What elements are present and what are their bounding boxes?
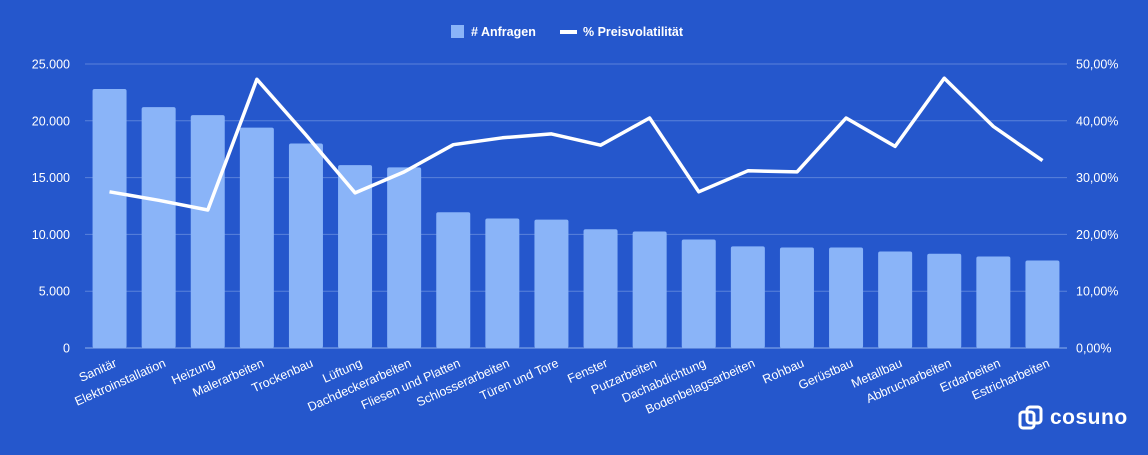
cosuno-logo-icon <box>1018 405 1043 430</box>
legend-label-bar: # Anfragen <box>471 25 536 39</box>
bar <box>141 107 176 348</box>
bar <box>485 218 520 348</box>
bar <box>1025 260 1060 348</box>
y-right-tick-label: 0,00% <box>1076 342 1111 356</box>
y-left-tick-label: 5.000 <box>39 285 70 299</box>
y-left-tick-label: 25.000 <box>32 58 70 72</box>
line-series <box>109 76 1044 212</box>
bar <box>583 229 618 348</box>
y-right-tick-label: 40,00% <box>1076 114 1118 128</box>
y-left-tick-label: 20.000 <box>32 114 70 128</box>
y-axis-left: 0 5.000 10.000 15.000 20.000 25.000 <box>32 58 70 356</box>
gridlines <box>85 63 1067 349</box>
bar <box>632 231 667 348</box>
y-right-tick-label: 30,00% <box>1076 171 1118 185</box>
bar <box>239 127 274 348</box>
bar <box>829 247 864 348</box>
bar <box>190 115 225 349</box>
bar <box>927 253 962 348</box>
bar <box>92 88 127 348</box>
bar <box>779 247 814 348</box>
y-left-tick-label: 15.000 <box>32 171 70 185</box>
legend-swatch-line <box>560 30 577 34</box>
legend: # Anfragen % Preisvolatilität <box>451 25 684 39</box>
legend-label-line: % Preisvolatilität <box>583 25 684 39</box>
bar <box>288 143 323 348</box>
brand-name: cosuno <box>1050 406 1128 429</box>
y-right-tick-label: 10,00% <box>1076 285 1118 299</box>
x-tick-label: Gerüstbau <box>796 356 855 393</box>
bar <box>878 251 913 348</box>
y-left-tick-label: 10.000 <box>32 228 70 242</box>
y-left-tick-label: 0 <box>63 342 70 356</box>
y-right-tick-label: 20,00% <box>1076 228 1118 242</box>
bar <box>681 239 716 348</box>
bar <box>534 219 569 348</box>
legend-swatch-bar <box>451 25 464 38</box>
bar <box>436 212 471 348</box>
bar <box>730 246 765 348</box>
bar <box>338 165 373 348</box>
bar <box>387 167 422 348</box>
y-axis-right: 0,00% 10,00% 20,00% 30,00% 40,00% 50,00% <box>1076 58 1118 356</box>
y-right-tick-label: 50,00% <box>1076 58 1118 72</box>
bar-series <box>92 88 1060 349</box>
bar <box>976 256 1011 348</box>
brand-logo: cosuno <box>1018 405 1128 431</box>
